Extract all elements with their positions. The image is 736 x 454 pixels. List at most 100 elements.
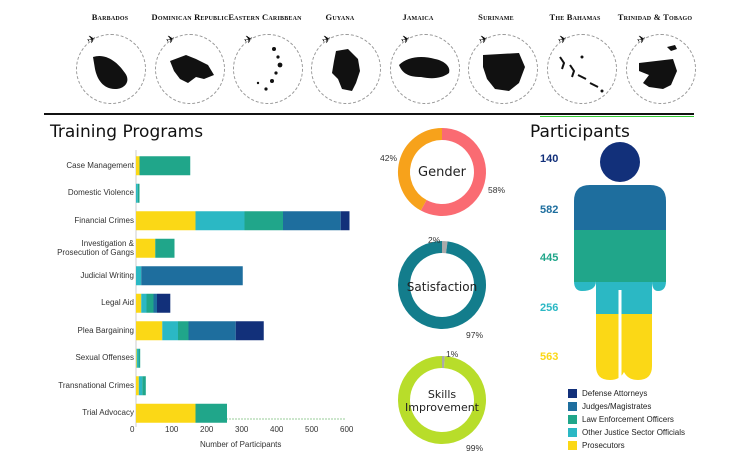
person-band [574,230,666,282]
training-x-axis-label: Number of Participants [200,440,282,449]
bar-segment [136,321,163,341]
bar-segment [162,321,178,341]
participant-count: 563 [540,351,559,363]
bar-segment [137,183,140,203]
skills-label-line2: Improvement [405,401,480,414]
legend-swatch [568,415,577,425]
legend-swatch [568,428,577,438]
country-globe: ✈ [626,33,696,104]
legend-item-other: Other Justice Sector Officials [568,427,685,438]
participant-count: 582 [540,204,559,216]
jamaica-map-icon [399,57,450,79]
skills-donut [398,356,486,444]
skills-pct-small: 1% [446,349,459,359]
person-band [574,282,666,314]
bar-segment [235,321,264,341]
legend-swatch [568,441,577,451]
bar-segment [195,211,245,231]
bar-segment [141,293,147,313]
legend-label: Prosecutors [582,441,625,450]
satisfaction-label: Satisfaction [407,280,477,294]
donut-segment [398,128,443,211]
gender-pct-a: 42% [380,153,398,163]
x-tick-label: 0 [130,425,135,434]
training-title: Training Programs [50,122,204,142]
legend-item-law: Law Enforcement Officers [568,414,674,425]
bar-segment [136,266,142,286]
bar-segment [141,266,243,286]
country-globe: ✈ [390,33,460,104]
eastern-caribbean-map-icon [256,47,283,91]
bar-segment [138,348,141,368]
country-globe: ✈ [547,33,617,104]
x-tick-label: 500 [305,425,319,434]
suriname-map-icon [483,53,525,91]
country-label: Suriname [478,12,514,22]
category-label: Transnational Crimes [58,380,134,390]
legend-item-prosecutors: Prosecutors [568,440,625,451]
bar-segment [136,403,196,423]
country-label: Eastern Caribbean [228,12,302,22]
gender-donut [398,128,486,216]
bar-segment [136,183,138,203]
category-label: Trial Advocacy [82,408,134,418]
participants-title: Participants [530,122,630,142]
country-globe: ✈ [155,33,225,104]
country-label: Guyana [325,12,355,22]
donut-segment [420,128,486,216]
trinidad-tobago-map-icon [639,45,677,89]
skills-pct-main: 99% [466,443,484,453]
legend-item-judges: Judges/Magistrates [568,401,651,412]
donut-segment [398,241,486,329]
category-label: Judicial Writing [80,270,134,280]
training-bars [136,156,350,423]
bar-segment [157,293,171,313]
bar-segment [136,348,137,368]
bar-segment [188,321,236,341]
country-globe: ✈ [233,33,303,104]
bar-segment [283,211,341,231]
bar-segment [138,376,143,396]
country-globe: ✈ [76,33,146,104]
barbados-map-icon [93,55,128,89]
legend-label: Law Enforcement Officers [582,415,674,424]
x-tick-label: 100 [165,425,179,434]
bar-segment [146,293,154,313]
bar-segment [142,376,146,396]
the-bahamas-map-icon [559,55,604,93]
category-label: Case Management [66,160,134,170]
legend-label: Other Justice Sector Officials [582,428,685,437]
person-band [574,314,666,380]
legend-label: Defense Attorneys [582,389,648,398]
satisfaction-pct-small: 2% [428,235,441,245]
gender-label: Gender [418,165,467,180]
country-label: Jamaica [402,12,434,22]
legend-swatch [568,402,577,412]
legend-item-defense: Defense Attorneys [568,388,647,399]
person-bands [574,142,666,380]
dominican-republic-map-icon [170,55,214,83]
legend-swatch [568,389,577,399]
country-label: Barbados [91,12,129,22]
gender-pct-b: 58% [488,185,506,195]
participant-count: 256 [540,302,559,314]
bar-segment [139,156,191,176]
x-tick-label: 600 [340,425,354,434]
bar-segment [136,156,140,176]
participant-count: 140 [540,153,559,165]
x-tick-label: 300 [235,425,249,434]
country-label: Trinidad & Tobago [617,12,693,22]
bar-segment [340,211,350,231]
bar-segment [136,376,139,396]
legend-label: Judges/Magistrates [582,402,652,411]
donut-segment [398,356,486,444]
header-divider [44,113,694,115]
country-globe: ✈ [468,33,538,104]
participant-count: 445 [540,252,559,264]
bar-segment [136,211,196,231]
category-label: Investigation & Prosecution of Gangs [57,239,134,258]
category-label: Financial Crimes [74,215,134,225]
bar-segment [136,238,156,258]
x-tick-label: 400 [270,425,284,434]
bar-segment [178,321,189,341]
